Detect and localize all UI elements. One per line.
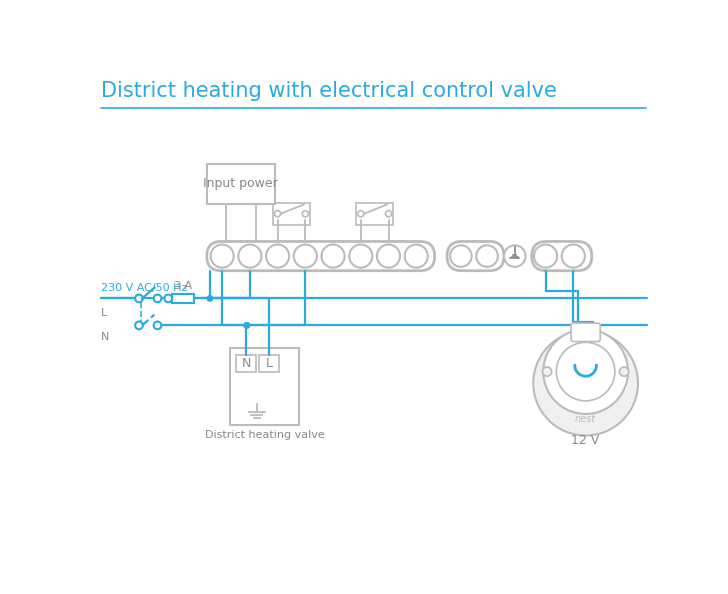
Circle shape [385, 211, 392, 217]
Circle shape [405, 245, 428, 268]
Text: T1: T1 [538, 249, 553, 263]
FancyBboxPatch shape [531, 241, 592, 271]
Text: L: L [246, 249, 253, 263]
Text: N: N [100, 331, 109, 342]
Text: Input power: Input power [203, 177, 278, 190]
Text: District heating valve: District heating valve [205, 429, 325, 440]
Text: nest: nest [575, 415, 596, 424]
Text: 3: 3 [329, 249, 337, 263]
Text: T2: T2 [566, 249, 581, 263]
Bar [273, 203, 310, 225]
Circle shape [135, 321, 143, 329]
Text: L: L [100, 308, 107, 318]
Circle shape [620, 367, 629, 376]
Circle shape [556, 342, 615, 401]
Text: 1: 1 [274, 249, 282, 263]
Text: OT2: OT2 [477, 251, 498, 261]
Text: 6: 6 [412, 249, 420, 263]
Text: L: L [266, 356, 273, 369]
Text: 12 V: 12 V [571, 434, 600, 447]
Circle shape [349, 245, 372, 268]
Circle shape [476, 245, 498, 267]
Text: District heating with electrical control valve: District heating with electrical control… [100, 81, 556, 100]
Text: OT1: OT1 [451, 251, 472, 261]
Circle shape [322, 245, 344, 268]
Text: 4: 4 [357, 249, 365, 263]
Bar [230, 349, 299, 425]
Circle shape [450, 245, 472, 267]
Circle shape [274, 211, 281, 217]
Circle shape [238, 245, 261, 268]
Bar [236, 355, 256, 372]
Circle shape [294, 245, 317, 268]
Circle shape [377, 245, 400, 268]
Circle shape [562, 245, 585, 268]
Bar [259, 355, 279, 372]
Text: 3 A: 3 A [174, 281, 192, 290]
Circle shape [543, 329, 628, 414]
FancyBboxPatch shape [207, 241, 435, 271]
Circle shape [266, 245, 289, 268]
Circle shape [135, 295, 143, 302]
Circle shape [154, 321, 162, 329]
Circle shape [504, 245, 526, 267]
Circle shape [210, 245, 234, 268]
Circle shape [154, 295, 162, 302]
Circle shape [302, 211, 309, 217]
Text: N: N [242, 356, 250, 369]
Circle shape [542, 367, 552, 376]
Text: 230 V AC/50 Hz: 230 V AC/50 Hz [100, 283, 187, 293]
Bar [356, 203, 393, 225]
Circle shape [357, 211, 364, 217]
Bar [207, 164, 274, 204]
Text: 2: 2 [301, 249, 309, 263]
Circle shape [207, 296, 213, 301]
Bar [172, 294, 194, 303]
Text: N: N [218, 249, 227, 263]
FancyBboxPatch shape [571, 323, 601, 342]
FancyBboxPatch shape [447, 241, 504, 271]
Circle shape [533, 331, 638, 435]
Text: nest: nest [574, 351, 598, 361]
Circle shape [244, 323, 250, 328]
Text: 5: 5 [384, 249, 392, 263]
Circle shape [534, 245, 557, 268]
Circle shape [244, 323, 250, 328]
Circle shape [165, 295, 172, 302]
